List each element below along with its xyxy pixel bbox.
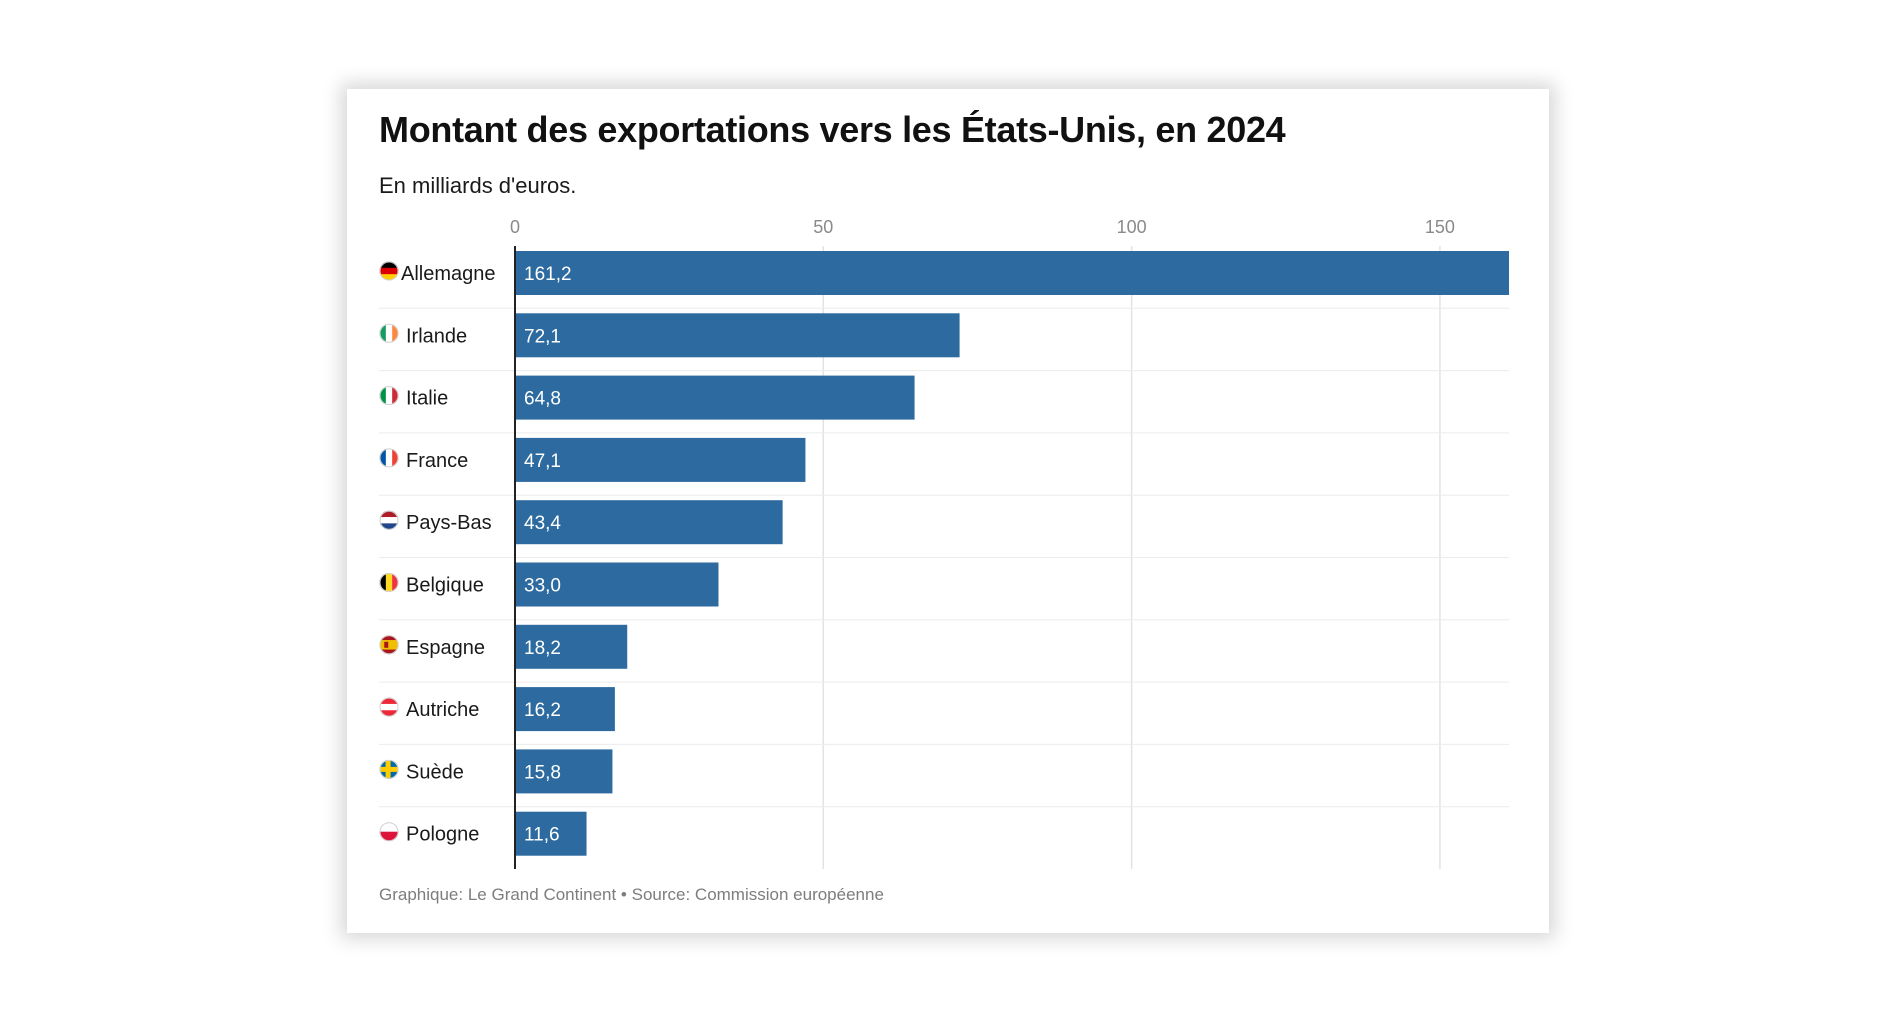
chart-subtitle: En milliards d'euros.: [379, 173, 577, 198]
category-label: Italie: [406, 388, 448, 410]
bar-chart: 0 50 100 150 161,2 Allemagne 72,1 Irlande 64,8 It…: [379, 217, 1509, 869]
flag-ie-icon: [379, 323, 399, 343]
bar-value-label: 33,0: [524, 576, 561, 597]
flag-it-icon: [379, 386, 399, 406]
bar: [515, 749, 613, 794]
flag-de-icon: [379, 261, 399, 281]
x-tick-label: 100: [1117, 217, 1147, 237]
flag-se-icon: [379, 759, 399, 779]
bar: [515, 437, 806, 482]
category-label: Irlande: [406, 325, 467, 347]
bar-value-label: 47,1: [524, 451, 561, 472]
bar: [515, 624, 628, 669]
x-tick-label: 0: [510, 217, 520, 237]
chart-card: Montant des exportations vers les États-…: [347, 89, 1549, 933]
bar: [515, 313, 960, 358]
bar-value-label: 72,1: [524, 326, 561, 347]
x-tick-label: 50: [813, 217, 833, 237]
bar-value-label: 64,8: [524, 389, 561, 410]
bar: [515, 687, 615, 732]
category-label: Allemagne: [401, 263, 496, 285]
flag-fr-icon: [379, 448, 399, 468]
category-label: Espagne: [406, 637, 485, 659]
category-label: Pays-Bas: [406, 512, 492, 534]
flag-pl-icon: [379, 822, 399, 842]
bar-value-label: 18,2: [524, 638, 561, 659]
category-label: Suède: [406, 761, 464, 783]
bar-value-label: 43,4: [524, 513, 561, 534]
bar: [515, 375, 915, 420]
category-label: France: [406, 450, 468, 472]
category-label: Pologne: [406, 824, 479, 846]
chart-title: Montant des exportations vers les États-…: [379, 109, 1286, 150]
bar-value-label: 161,2: [524, 264, 572, 285]
bar: [515, 562, 719, 607]
flag-nl-icon: [379, 510, 399, 530]
flag-at-icon: [379, 697, 399, 717]
x-tick-label: 150: [1425, 217, 1455, 237]
bar: [515, 500, 783, 545]
flag-es-icon: [379, 635, 399, 655]
bar: [515, 811, 587, 856]
bar-value-label: 11,6: [524, 825, 560, 846]
bar: [515, 251, 1509, 295]
chart-source-footer: Graphique: Le Grand Continent • Source: …: [379, 885, 884, 904]
flag-be-icon: [379, 573, 399, 592]
category-label: Belgique: [406, 575, 484, 597]
bar-value-label: 15,8: [524, 762, 561, 783]
bar-value-label: 16,2: [524, 700, 561, 721]
category-label: Autriche: [406, 699, 479, 721]
